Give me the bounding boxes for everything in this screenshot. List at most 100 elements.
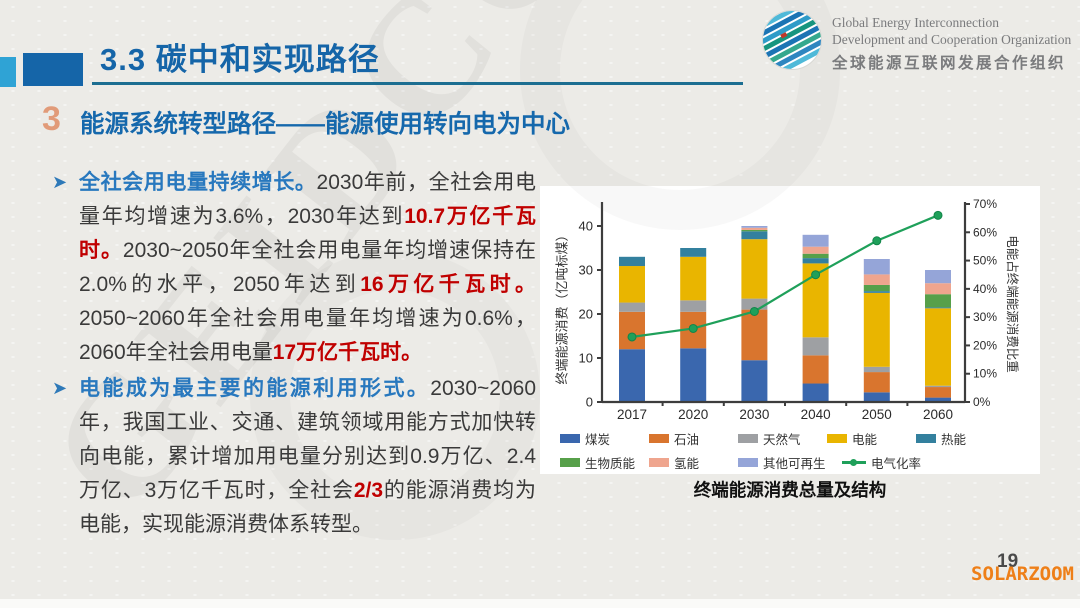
org-name-en-2: Development and Cooperation Organization <box>832 32 1072 47</box>
bar-segment <box>925 387 951 398</box>
bar-segment <box>741 226 768 228</box>
bar-segment <box>925 397 951 402</box>
legend-item: 氢能 <box>649 453 738 472</box>
line-marker <box>749 306 759 316</box>
right-tick-label: 20% <box>973 338 997 352</box>
right-tick-label: 70% <box>973 197 997 211</box>
globe-icon <box>760 8 824 72</box>
legend-item: 电气化率 <box>842 453 921 472</box>
right-tick-label: 40% <box>973 282 997 296</box>
bar-segment <box>741 309 768 361</box>
line-marker <box>811 270 821 280</box>
bar-segment <box>619 311 645 350</box>
text-segment: 的能源消费均为电能，实现能源消费体系转型。 <box>79 479 537 536</box>
solarzoom-watermark: SOLARZOOM <box>971 563 1074 585</box>
legend-swatch <box>649 434 669 443</box>
left-tick-label: 10 <box>579 351 593 366</box>
section-number: 3 <box>42 100 61 138</box>
bar-segment <box>863 291 890 293</box>
x-tick-label: 2060 <box>923 407 953 422</box>
bar-segment <box>925 385 951 388</box>
chart-right-axis-label: 电能占终端能源消费比重 <box>1005 235 1019 373</box>
legend-item: 天然气 <box>738 429 827 448</box>
bar-segment <box>802 383 829 402</box>
text-segment: 2/3 <box>353 479 384 502</box>
legend-label: 热能 <box>941 433 967 447</box>
chart-caption: 终端能源消费总量及结构 <box>693 480 887 500</box>
title-underline <box>92 82 743 85</box>
bottom-strip <box>0 599 1080 608</box>
bullet-text-2: 电能成为最主要的能源利用形式。2030~2060年，我国工业、交通、建筑领域用能… <box>79 372 536 542</box>
text-segment: 10.7万亿千瓦时。 <box>79 205 536 262</box>
line-marker <box>688 323 698 333</box>
bar-segment <box>619 302 645 312</box>
legend-label: 电气化率 <box>871 457 922 471</box>
legend-item: 石油 <box>649 429 738 448</box>
title-accent-square-light <box>0 57 16 87</box>
text-segment: 全社会用电量持续增长。 <box>79 171 317 194</box>
text-segment: 电能成为最主要的能源利用形式。 <box>79 377 431 400</box>
org-name-cn: 全球能源互联网发展合作组织 <box>832 55 1067 72</box>
legend-swatch <box>560 458 580 467</box>
bullet-list: ➤ 全社会用电量持续增长。2030年前，全社会用电量年均增速为3.6%，2030… <box>52 166 536 542</box>
chart-left-axis-label: 终端能源消费（亿吨标煤） <box>554 228 570 385</box>
text-segment: 2030~2060年，我国工业、交通、建筑领域用能方式加快转向电能，累计增加用电… <box>79 377 536 502</box>
x-tick-label: 2020 <box>678 407 708 422</box>
legend-label: 煤炭 <box>585 433 611 447</box>
legend-swatch <box>649 458 669 467</box>
bar-segment <box>802 355 829 384</box>
text-segment: 16万亿千瓦时。 <box>360 273 536 296</box>
legend-item: 生物质能 <box>560 453 649 472</box>
bar-segment <box>863 274 890 285</box>
line-marker <box>872 236 882 246</box>
bullet-arrow-icon: ➤ <box>52 172 68 192</box>
bar-segment <box>863 372 890 393</box>
legend-swatch <box>560 434 580 443</box>
bar-segment <box>802 258 829 264</box>
legend-label: 天然气 <box>763 433 801 447</box>
x-tick-label: 2040 <box>801 407 831 422</box>
text-segment: 2030~2050年全社会用电量年均增速保持在2.0%的水平，2050年达到 <box>79 239 537 296</box>
bar-segment <box>925 270 951 284</box>
legend-swatch <box>738 434 758 443</box>
bullet-text-1: 全社会用电量持续增长。2030年前，全社会用电量年均增速为3.6%，2030年达… <box>79 166 536 370</box>
page-number: 19 <box>997 551 1019 572</box>
left-tick-label: 20 <box>579 307 593 322</box>
bar-segment <box>741 231 768 240</box>
line-marker <box>933 210 943 220</box>
bar-segment <box>802 337 829 356</box>
bar-segment <box>863 292 890 367</box>
legend-label: 氢能 <box>674 457 700 471</box>
legend-item: 其他可再生 <box>738 453 842 472</box>
legend-line-dot <box>850 458 857 466</box>
bar-segment <box>802 246 829 254</box>
legend-label: 其他可再生 <box>763 457 826 471</box>
bullet-item-2: ➤ 电能成为最主要的能源利用形式。2030~2060年，我国工业、交通、建筑领域… <box>52 372 536 542</box>
chart-panel: 终端能源消费（亿吨标煤） 电能占终端能源消费比重 0 10 20 30 40 0% 10% 2… <box>540 186 1040 474</box>
section-title: 能源系统转型路径——能源使用转向电为中心 <box>80 111 570 138</box>
legend-swatch <box>827 434 847 443</box>
right-tick-label: 30% <box>973 310 997 324</box>
right-tick-label: 50% <box>973 254 997 268</box>
bar-segment <box>863 392 890 402</box>
bullet-item-1: ➤ 全社会用电量持续增长。2030年前，全社会用电量年均增速为3.6%，2030… <box>52 166 536 370</box>
right-tick-label: 10% <box>973 367 997 381</box>
left-tick-label: 30 <box>579 263 593 278</box>
right-tick-label: 60% <box>973 225 997 239</box>
bar-segment <box>680 256 707 301</box>
left-tick-label: 40 <box>579 219 593 234</box>
bar-segment <box>802 234 829 247</box>
legend-label: 电能 <box>852 433 878 447</box>
x-tick-label: 2050 <box>862 407 892 422</box>
bar-segment <box>680 300 707 312</box>
bar-segment <box>863 259 890 275</box>
text-segment: 2050~2060年全社会用电量年均增速为0.6%，2060年全社会用电量 <box>79 307 536 364</box>
legend-item: 电能 <box>827 429 916 448</box>
legend-item: 煤炭 <box>560 429 649 448</box>
left-tick-label: 0 <box>586 395 593 410</box>
bar-segment <box>925 308 951 386</box>
page-title: 3.3 碳中和实现路径 <box>100 42 380 77</box>
chart-legend-row-1: 煤炭 石油 天然气 电能 热能 <box>560 429 1030 448</box>
chart-legend-row-2: 生物质能 氢能 其他可再生 电气化率 <box>560 453 1030 472</box>
right-tick-label: 0% <box>973 395 991 409</box>
